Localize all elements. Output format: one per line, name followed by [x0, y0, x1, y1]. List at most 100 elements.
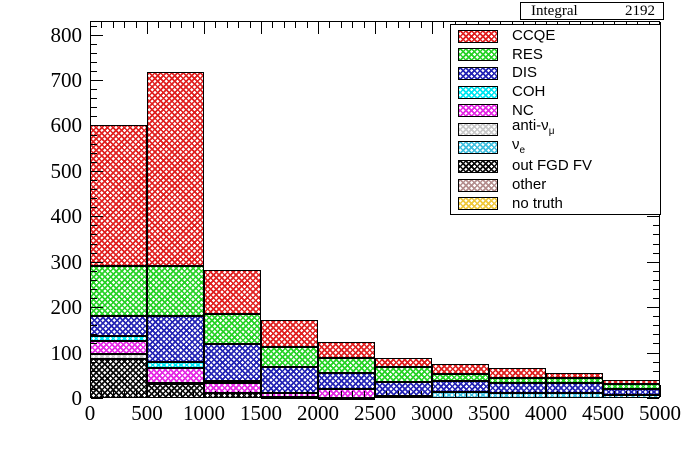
legend-row: νe: [451, 135, 660, 158]
x-axis-tick-top: [249, 22, 251, 28]
y-axis-tick: [91, 25, 97, 27]
legend-label: no truth: [512, 194, 563, 212]
x-axis-tick: [135, 391, 137, 397]
y-axis-tick-right: [653, 252, 659, 254]
x-axis-tick: [477, 391, 479, 397]
y-axis-label: 600: [50, 113, 83, 138]
legend-swatch-CCQE: [458, 29, 498, 43]
stats-box: Integral 2192: [520, 2, 664, 20]
y-axis-label: 100: [50, 340, 83, 365]
histogram-bar-segment-RES: [375, 367, 432, 383]
legend-swatch-COH: [458, 85, 498, 99]
y-axis-tick: [91, 243, 97, 245]
legend-swatch-DIS: [458, 66, 498, 80]
histogram-bar-segment-out-FGD-FV: [261, 397, 318, 400]
legend-label: νe: [512, 135, 526, 156]
y-axis-label: 800: [50, 22, 83, 47]
legend-label: anti-νμ: [512, 117, 555, 138]
x-axis-tick: [169, 391, 171, 397]
y-axis-label: 0: [71, 386, 83, 410]
y-axis-tick: [91, 161, 97, 163]
x-axis-label: 1500: [240, 401, 282, 425]
y-axis-tick-right: [653, 298, 659, 300]
y-axis-tick: [91, 279, 97, 281]
legend-swatch-NC: [458, 104, 498, 118]
x-axis-tick: [90, 385, 91, 397]
y-axis-tick: [91, 34, 103, 36]
x-axis-tick: [101, 391, 103, 397]
y-axis-tick-right: [653, 343, 659, 345]
y-axis-tick-right: [653, 234, 659, 236]
histogram-bar-segment-nu_e: [489, 393, 546, 398]
x-axis-tick: [340, 391, 342, 397]
y-axis-tick-right: [653, 225, 659, 227]
y-axis-tick: [91, 143, 97, 145]
x-axis-label: 3500: [468, 401, 510, 425]
histogram-bar-segment-CCQE: [489, 368, 546, 378]
y-axis-tick: [91, 316, 97, 318]
x-axis-tick-top: [318, 22, 319, 34]
x-axis-tick-top: [329, 22, 331, 28]
y-axis-tick: [91, 261, 103, 263]
x-axis-tick-top: [272, 22, 274, 28]
y-axis-tick: [91, 288, 97, 290]
x-axis-tick: [124, 391, 126, 397]
x-axis-tick: [204, 385, 205, 397]
x-axis-tick-top: [261, 22, 262, 34]
x-axis-tick-top: [409, 22, 411, 28]
y-axis-tick: [91, 198, 97, 200]
histogram-bar-segment-NC: [261, 393, 318, 398]
legend-swatch-anti-ν: [458, 122, 498, 136]
y-axis-tick: [91, 370, 97, 372]
y-axis-tick-right: [653, 325, 659, 327]
histogram-bar-segment-CCQE: [261, 320, 318, 348]
histogram-bar-segment-RES: [318, 358, 375, 373]
x-axis-tick-top: [340, 22, 342, 28]
histogram-bar-segment-CCQE: [375, 358, 432, 368]
y-axis-tick-right: [653, 379, 659, 381]
y-axis-tick-right: [647, 261, 659, 263]
x-axis-tick-top: [432, 22, 433, 34]
x-axis-tick: [112, 391, 114, 397]
y-axis-tick: [91, 298, 97, 300]
y-axis-label: 700: [50, 68, 83, 93]
x-axis-tick: [454, 391, 456, 397]
legend-label: other: [512, 176, 547, 194]
histogram-bar-segment-DIS: [603, 388, 660, 396]
x-axis-tick: [591, 391, 593, 397]
x-axis-tick: [386, 391, 388, 397]
x-axis-label: 3000: [411, 401, 453, 425]
legend-row: NC: [451, 101, 660, 120]
x-axis-tick-top: [363, 22, 365, 28]
x-axis-tick: [648, 391, 650, 397]
x-axis-tick: [226, 391, 228, 397]
legend-swatch-out-FGD-FV: [458, 159, 498, 173]
x-axis-tick-top: [420, 22, 422, 28]
y-axis-tick-right: [653, 243, 659, 245]
x-axis-tick: [363, 391, 365, 397]
x-axis-tick: [352, 391, 354, 397]
y-axis-tick: [91, 61, 97, 63]
x-axis-tick: [397, 391, 399, 397]
legend-swatch-RES: [458, 48, 498, 62]
x-axis-tick-top: [124, 22, 126, 28]
y-axis-tick-right: [653, 279, 659, 281]
legend-row: no truth: [451, 194, 660, 213]
x-axis-tick: [181, 391, 183, 397]
y-axis-tick: [91, 52, 97, 54]
x-axis-tick: [261, 385, 262, 397]
y-axis-tick: [91, 80, 103, 82]
legend-box: CCQE RES DIS COH NC anti-νμ νe out FGD FV other n…: [450, 24, 661, 215]
x-axis-tick: [603, 385, 604, 397]
histogram-bar-segment-out-FGD-FV: [90, 358, 147, 398]
x-axis-tick: [215, 391, 217, 397]
histogram-bar-segment-CCQE: [432, 363, 489, 374]
x-axis-tick: [272, 391, 274, 397]
histogram-bar-segment-DIS: [546, 383, 603, 393]
y-axis-tick-right: [647, 307, 659, 309]
histogram-bar-segment-CCQE: [147, 71, 204, 267]
x-axis-tick: [489, 385, 490, 397]
x-axis-tick: [534, 391, 536, 397]
histogram-bar-segment-NC: [204, 383, 261, 393]
x-axis-tick: [523, 391, 525, 397]
